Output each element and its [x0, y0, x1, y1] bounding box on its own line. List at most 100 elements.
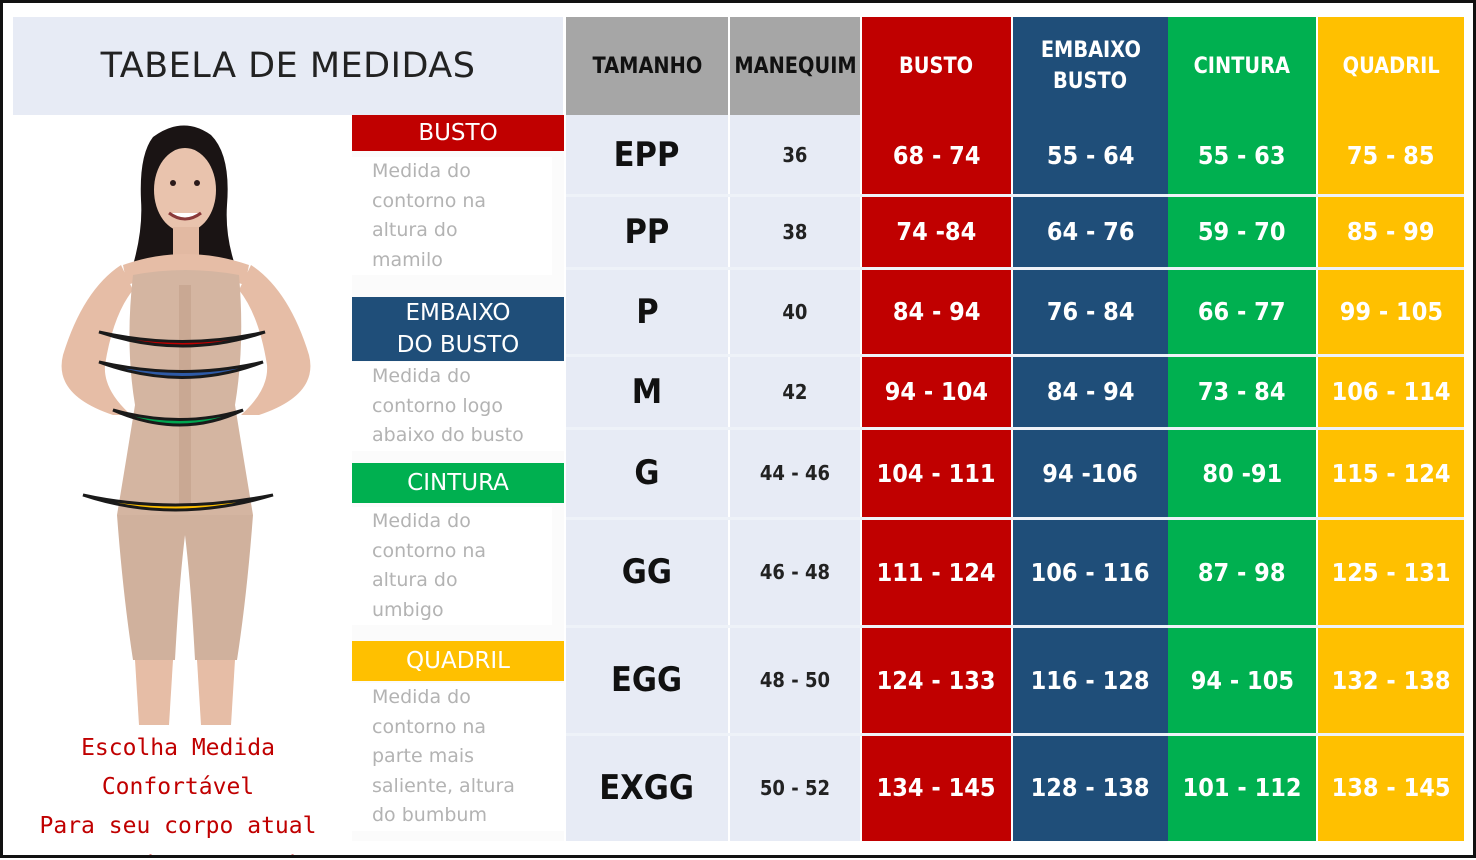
cell-text: 73 - 84: [1198, 377, 1286, 406]
table-cell-under-bust: 116 - 128: [1013, 626, 1168, 734]
section-label-waist: CINTURA: [352, 463, 564, 503]
header-under-bust-line1: EMBAIXO: [1040, 38, 1141, 63]
caption: Escolha Medida Confortável Para seu corp…: [13, 729, 343, 855]
header-mannequin: MANEQUIM: [730, 17, 860, 115]
table-cell-under-bust: 94 -106: [1013, 428, 1168, 518]
cell-text: 106 - 114: [1331, 377, 1451, 406]
table-cell-size: EPP: [566, 115, 728, 195]
section-label-hip-text: QUADRIL: [406, 648, 510, 674]
desc-line: saliente, altura: [372, 774, 515, 797]
desc-line: mamilo: [372, 248, 443, 271]
cell-text: PP: [624, 211, 670, 252]
cell-text: EXGG: [599, 767, 695, 808]
table-cell-under-bust: 64 - 76: [1013, 195, 1168, 268]
section-label-under-bust: EMBAIXO DO BUSTO: [352, 297, 564, 361]
cell-text: 101 - 112: [1182, 773, 1302, 802]
cell-text: 87 - 98: [1198, 557, 1286, 587]
header-bust: BUSTO: [862, 17, 1011, 115]
cell-text: EPP: [614, 135, 680, 175]
desc-line: Medida do: [372, 160, 471, 182]
cell-text: 104 - 111: [877, 458, 996, 488]
desc-line: Medida do: [372, 365, 471, 387]
table-cell-size: EXGG: [566, 734, 728, 841]
section-label-hip: QUADRIL: [352, 641, 564, 681]
cell-text: 76 - 84: [1046, 297, 1135, 326]
cell-text: 64 - 76: [1046, 217, 1135, 246]
row-separator: [566, 733, 1464, 736]
row-separator: [566, 194, 1464, 197]
header-waist: CINTURA: [1168, 17, 1316, 115]
header-size-text: TAMANHO: [592, 53, 702, 79]
desc-line: altura do: [372, 219, 458, 241]
caption-line: Nunca Muito Apertado.: [13, 846, 343, 855]
desc-line: Medida do: [372, 510, 471, 532]
column-band-hip: [1318, 115, 1464, 841]
table-cell-hip: 132 - 138: [1318, 626, 1464, 734]
desc-line: do bumbum: [372, 804, 487, 826]
table-cell-bust: 134 - 145: [862, 734, 1011, 841]
cell-text: G: [634, 453, 660, 493]
cell-text: GG: [621, 552, 673, 592]
desc-line: contorno na: [372, 189, 487, 212]
table-cell-under-bust: 106 - 116: [1013, 518, 1168, 626]
table-cell-mannequin: 50 - 52: [730, 734, 860, 841]
cell-text: 40: [782, 299, 808, 324]
cell-text: 80 -91: [1202, 458, 1282, 488]
table-cell-bust: 104 - 111: [862, 428, 1011, 518]
cell-text: 38: [782, 219, 808, 244]
model-figure: [13, 115, 348, 725]
table-cell-bust: 84 - 94: [862, 268, 1011, 355]
header-hip: QUADRIL: [1318, 17, 1464, 115]
cell-text: 85 - 99: [1347, 217, 1435, 246]
table-cell-hip: 85 - 99: [1318, 195, 1464, 268]
cell-text: 66 - 77: [1198, 297, 1286, 326]
table-cell-size: PP: [566, 195, 728, 268]
table-cell-under-bust: 76 - 84: [1013, 268, 1168, 355]
header-bust-text: BUSTO: [899, 53, 974, 79]
caption-line: Para seu corpo atual: [39, 813, 317, 839]
desc-line: contorno logo: [372, 394, 503, 417]
table-cell-waist: 94 - 105: [1168, 626, 1316, 734]
cell-text: 42: [782, 379, 808, 404]
column-band-size: [566, 115, 728, 841]
cell-text: EGG: [611, 660, 683, 700]
section-label-bust: BUSTO: [352, 115, 564, 151]
table-cell-waist: 80 -91: [1168, 428, 1316, 518]
table-cell-bust: 124 - 133: [862, 626, 1011, 734]
table-cell-size: GG: [566, 518, 728, 626]
column-band-bust: [862, 115, 1011, 841]
column-band-mannequin: [730, 115, 860, 841]
title-banner: TABELA DE MEDIDAS: [13, 17, 563, 115]
row-separator: [566, 427, 1464, 430]
row-separator: [566, 517, 1464, 520]
cell-text: 106 - 116: [1031, 557, 1150, 587]
caption-line: Escolha Medida Confortável: [81, 735, 275, 800]
table-cell-size: G: [566, 428, 728, 518]
table-cell-hip: 99 - 105: [1318, 268, 1464, 355]
desc-line: contorno na: [372, 715, 487, 738]
cell-text: 75 - 85: [1347, 140, 1435, 170]
cell-text: 115 - 124: [1331, 458, 1451, 488]
table-cell-mannequin: 40: [730, 268, 860, 355]
cell-text: 84 - 94: [1046, 377, 1135, 406]
table-cell-hip: 106 - 114: [1318, 355, 1464, 428]
section-label-bust-text: BUSTO: [418, 120, 498, 146]
table-cell-waist: 66 - 77: [1168, 268, 1316, 355]
desc-line: abaixo do busto: [372, 424, 524, 446]
table-cell-under-bust: 55 - 64: [1013, 115, 1168, 195]
woman-in-shapewear-icon: [61, 125, 311, 725]
row-separator: [566, 267, 1464, 270]
table-cell-bust: 68 - 74: [862, 115, 1011, 195]
cell-text: 128 - 138: [1031, 773, 1150, 802]
header-size: TAMANHO: [566, 17, 728, 115]
table-cell-hip: 125 - 131: [1318, 518, 1464, 626]
desc-line: contorno na: [372, 539, 487, 562]
row-separator: [566, 625, 1464, 628]
cell-text: 36: [782, 143, 808, 167]
cell-text: 55 - 64: [1046, 140, 1135, 170]
cell-text: 48 - 50: [759, 668, 831, 692]
cell-text: 132 - 138: [1331, 665, 1451, 695]
column-band-waist: [1168, 115, 1316, 841]
table-cell-waist: 59 - 70: [1168, 195, 1316, 268]
header-hip-text: QUADRIL: [1342, 53, 1440, 79]
